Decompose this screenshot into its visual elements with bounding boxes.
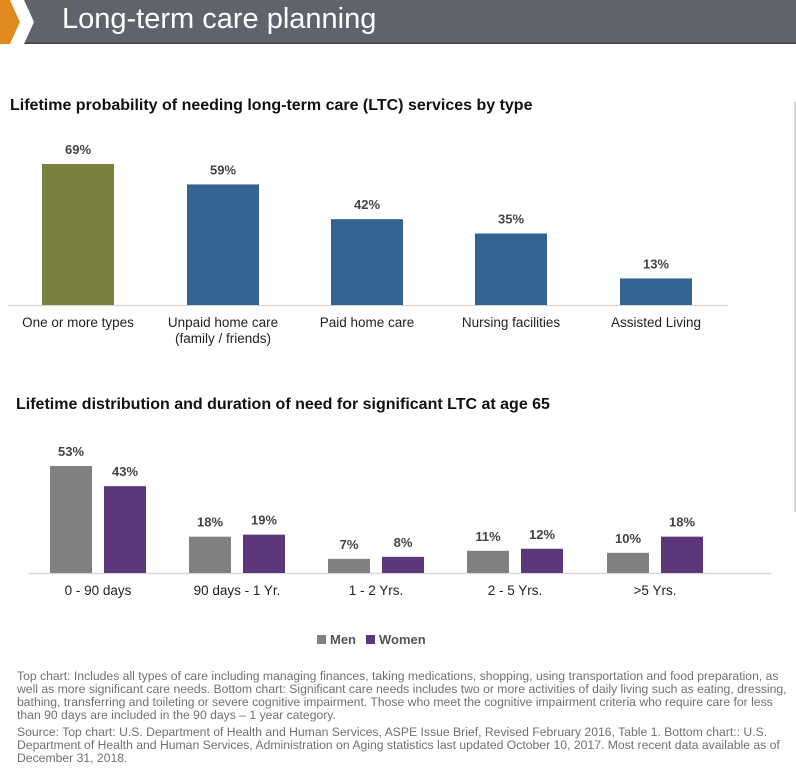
x-tick-label: One or more types xyxy=(22,315,134,330)
data-label: 35% xyxy=(498,211,524,226)
bar-women xyxy=(243,534,285,573)
data-label: 42% xyxy=(354,197,380,212)
bar-men xyxy=(328,558,370,573)
divider xyxy=(794,102,796,512)
data-label: 18% xyxy=(197,515,223,530)
top-chart: 69% One or more types 59% Unpaid home care(… xyxy=(8,142,728,346)
x-tick-label: Assisted Living xyxy=(611,315,701,330)
bar-men xyxy=(50,466,92,573)
x-tick-label: 1 - 2 Yrs. xyxy=(349,583,404,598)
footnote-description: Top chart: Includes all types of care in… xyxy=(17,669,787,722)
bar xyxy=(42,164,114,305)
chevron-notch xyxy=(0,0,34,44)
bar xyxy=(187,184,259,305)
top-chart-title: Lifetime probability of needing long-ter… xyxy=(10,97,533,114)
bar-women xyxy=(521,548,563,573)
data-label: 43% xyxy=(112,464,138,479)
data-label: 59% xyxy=(210,162,236,177)
legend-swatch-women xyxy=(366,635,375,644)
data-label: 8% xyxy=(394,535,413,550)
page-title: Long-term care planning xyxy=(62,3,377,35)
bar-men xyxy=(467,550,509,573)
data-label: 12% xyxy=(529,527,555,542)
data-label: 53% xyxy=(58,444,84,459)
footnotes: Top chart: Includes all types of care in… xyxy=(17,670,792,769)
x-tick-label: >5 Yrs. xyxy=(634,583,677,598)
footnote-source: Source: Top chart: U.S. Department of He… xyxy=(17,725,780,765)
bottom-chart: 53% 43% 0 - 90 days 18% 19% 90 days - 1 Yr. 7%… xyxy=(28,444,772,598)
bar-women xyxy=(661,536,703,573)
data-label: 13% xyxy=(643,256,669,271)
data-label: 10% xyxy=(615,531,641,546)
bar-men xyxy=(607,552,649,573)
legend-swatch-men xyxy=(317,635,326,644)
x-tick-label: Paid home care xyxy=(320,315,415,330)
data-label: 19% xyxy=(251,513,277,528)
data-label: 11% xyxy=(475,529,501,544)
data-label: 18% xyxy=(669,515,695,530)
bar-men xyxy=(189,536,231,573)
bar xyxy=(620,278,692,305)
bar-women xyxy=(104,486,146,573)
x-tick-label: 2 - 5 Yrs. xyxy=(488,583,543,598)
bar xyxy=(331,219,403,305)
x-tick-label: (family / friends) xyxy=(175,331,271,346)
x-tick-label: 90 days - 1 Yr. xyxy=(194,583,281,598)
legend: Men Women xyxy=(317,632,426,647)
x-tick-label: 0 - 90 days xyxy=(65,583,132,598)
data-label: 69% xyxy=(65,142,91,157)
page-header: Long-term care planning xyxy=(0,0,796,44)
legend-item-men: Men xyxy=(317,632,356,647)
legend-item-women: Women xyxy=(366,632,426,647)
bottom-chart-title: Lifetime distribution and duration of ne… xyxy=(16,396,550,413)
x-tick-label: Unpaid home care xyxy=(168,315,278,330)
header-bar xyxy=(20,0,796,44)
bar-women xyxy=(382,556,424,573)
legend-label-women: Women xyxy=(379,632,426,647)
x-tick-label: Nursing facilities xyxy=(462,315,561,330)
legend-label-men: Men xyxy=(330,632,356,647)
data-label: 7% xyxy=(340,537,359,552)
bar xyxy=(475,233,547,305)
